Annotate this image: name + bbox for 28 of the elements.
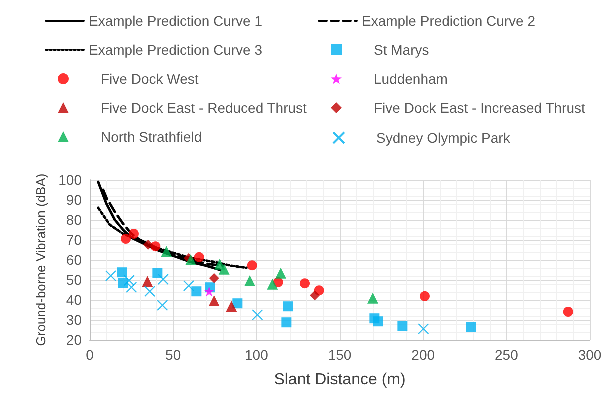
y-tick-label: 30 [66, 312, 82, 328]
legend-label: Sydney Olympic Park [376, 130, 512, 146]
legend-label: Luddenham [374, 71, 448, 87]
legend-label: Example Prediction Curve 2 [362, 13, 536, 29]
y-tick-label: 100 [58, 172, 82, 188]
y-tick-label: 80 [66, 212, 82, 228]
y-tick-label: 20 [66, 332, 82, 348]
x-tick-label: 250 [494, 347, 519, 363]
y-axis-title: Ground-borne Vibration (dBA) [34, 174, 49, 346]
y-tick-label: 40 [66, 292, 82, 308]
x-axis-title: Slant Distance (m) [274, 372, 406, 388]
y-tick-label: 50 [66, 272, 82, 288]
legend-label: North Strathfield [101, 129, 202, 145]
legend-label: Example Prediction Curve 3 [89, 42, 263, 58]
legend-label: St Marys [374, 42, 430, 58]
x-tick-label: 50 [166, 347, 182, 363]
y-tick-label: 70 [66, 232, 82, 248]
x-tick-label: 200 [412, 347, 436, 363]
x-tick-label: 150 [328, 347, 352, 363]
y-tick-label: 60 [66, 252, 82, 268]
x-tick-label: 100 [244, 347, 269, 363]
legend-label: Example Prediction Curve 1 [89, 13, 263, 29]
y-tick-label: 90 [66, 192, 82, 208]
legend-label: Five Dock West [101, 71, 199, 87]
legend-label: Five Dock East - Increased Thrust [374, 100, 586, 116]
x-tick-label: 300 [578, 347, 602, 363]
x-tick-label: 0 [86, 347, 94, 363]
legend-label: Five Dock East - Reduced Thrust [101, 100, 308, 116]
